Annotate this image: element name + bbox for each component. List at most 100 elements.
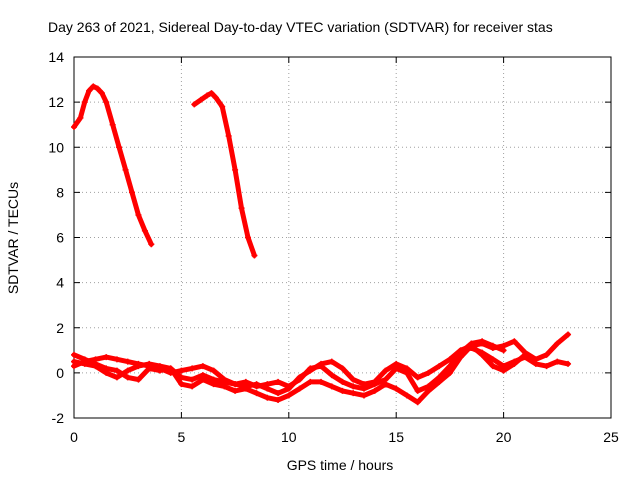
y-tick-label: 0 (56, 365, 64, 381)
data-point (210, 376, 217, 383)
data-point (414, 374, 421, 381)
data-point (122, 166, 129, 173)
data-point (244, 234, 251, 241)
data-point (199, 363, 206, 370)
data-point (532, 360, 539, 367)
series-arc-5 (71, 342, 529, 397)
data-point (221, 378, 228, 385)
x-tick-label: 25 (603, 429, 619, 445)
data-point (146, 360, 153, 367)
data-point (92, 356, 99, 363)
data-point (371, 387, 378, 394)
data-point (446, 369, 453, 376)
data-point (141, 227, 148, 234)
data-point (360, 381, 367, 388)
data-point (414, 399, 421, 406)
y-tick-label: 2 (56, 320, 64, 336)
series-arc-1 (71, 83, 155, 248)
data-point (199, 372, 206, 379)
series-line (468, 332, 571, 362)
data-point (565, 331, 572, 338)
data-series (71, 83, 572, 406)
data-point (479, 349, 486, 356)
data-point (92, 363, 99, 370)
data-point (436, 363, 443, 370)
data-point (81, 99, 88, 106)
data-point (197, 96, 204, 103)
data-point (543, 363, 550, 370)
series-arc-7 (457, 345, 572, 370)
data-point (425, 383, 432, 390)
data-point (210, 367, 217, 374)
data-point (393, 385, 400, 392)
data-point (511, 338, 518, 345)
data-point (148, 241, 155, 248)
y-tick-label: 10 (48, 139, 64, 155)
data-point (135, 211, 142, 218)
data-point (328, 383, 335, 390)
data-point (522, 354, 529, 361)
data-point (212, 94, 219, 101)
data-point (360, 392, 367, 399)
data-point (543, 351, 550, 358)
data-point (339, 387, 346, 394)
data-point (81, 360, 88, 367)
data-point (124, 358, 131, 365)
data-point (113, 374, 120, 381)
data-point (350, 376, 357, 383)
data-point (103, 99, 110, 106)
data-point (232, 166, 239, 173)
data-point (113, 356, 120, 363)
data-point (225, 132, 232, 139)
data-point (264, 385, 271, 392)
data-point (479, 340, 486, 347)
data-point (500, 342, 507, 349)
data-point (382, 376, 389, 383)
data-point (116, 144, 123, 151)
grid (74, 57, 611, 418)
data-point (350, 383, 357, 390)
data-point (318, 360, 325, 367)
y-tick-label: 14 (48, 49, 64, 65)
data-point (189, 383, 196, 390)
data-point (178, 374, 185, 381)
y-tick-label: 6 (56, 230, 64, 246)
data-point (103, 369, 110, 376)
data-point (414, 387, 421, 394)
data-point (77, 114, 84, 121)
data-point (307, 367, 314, 374)
x-tick-label: 5 (178, 429, 186, 445)
axis-ticks: 0 5 10 15 20 25 -2 0 2 4 6 8 10 12 14 (48, 49, 619, 445)
data-point (489, 356, 496, 363)
y-axis-label: SDTVAR / TECUs (5, 182, 21, 294)
data-point (446, 363, 453, 370)
data-point (90, 83, 97, 90)
data-point (285, 392, 292, 399)
x-tick-label: 20 (496, 429, 512, 445)
data-point (98, 90, 105, 97)
data-point (251, 252, 258, 259)
y-tick-label: -2 (52, 410, 65, 426)
data-point (457, 347, 464, 354)
data-point (124, 374, 131, 381)
data-point (393, 360, 400, 367)
data-point (238, 205, 245, 212)
data-point (178, 381, 185, 388)
data-point (113, 367, 120, 374)
data-point (307, 378, 314, 385)
data-point (109, 121, 116, 128)
data-point (511, 358, 518, 365)
data-point (275, 390, 282, 397)
data-point (468, 345, 475, 352)
data-point (446, 356, 453, 363)
data-point (71, 123, 77, 130)
data-point (339, 365, 346, 372)
data-point (403, 392, 410, 399)
data-point (167, 365, 174, 372)
data-point (275, 396, 282, 403)
data-point (178, 367, 185, 374)
data-point (94, 85, 101, 92)
data-point (425, 369, 432, 376)
x-axis-label: GPS time / hours (287, 457, 394, 473)
data-point (328, 358, 335, 365)
